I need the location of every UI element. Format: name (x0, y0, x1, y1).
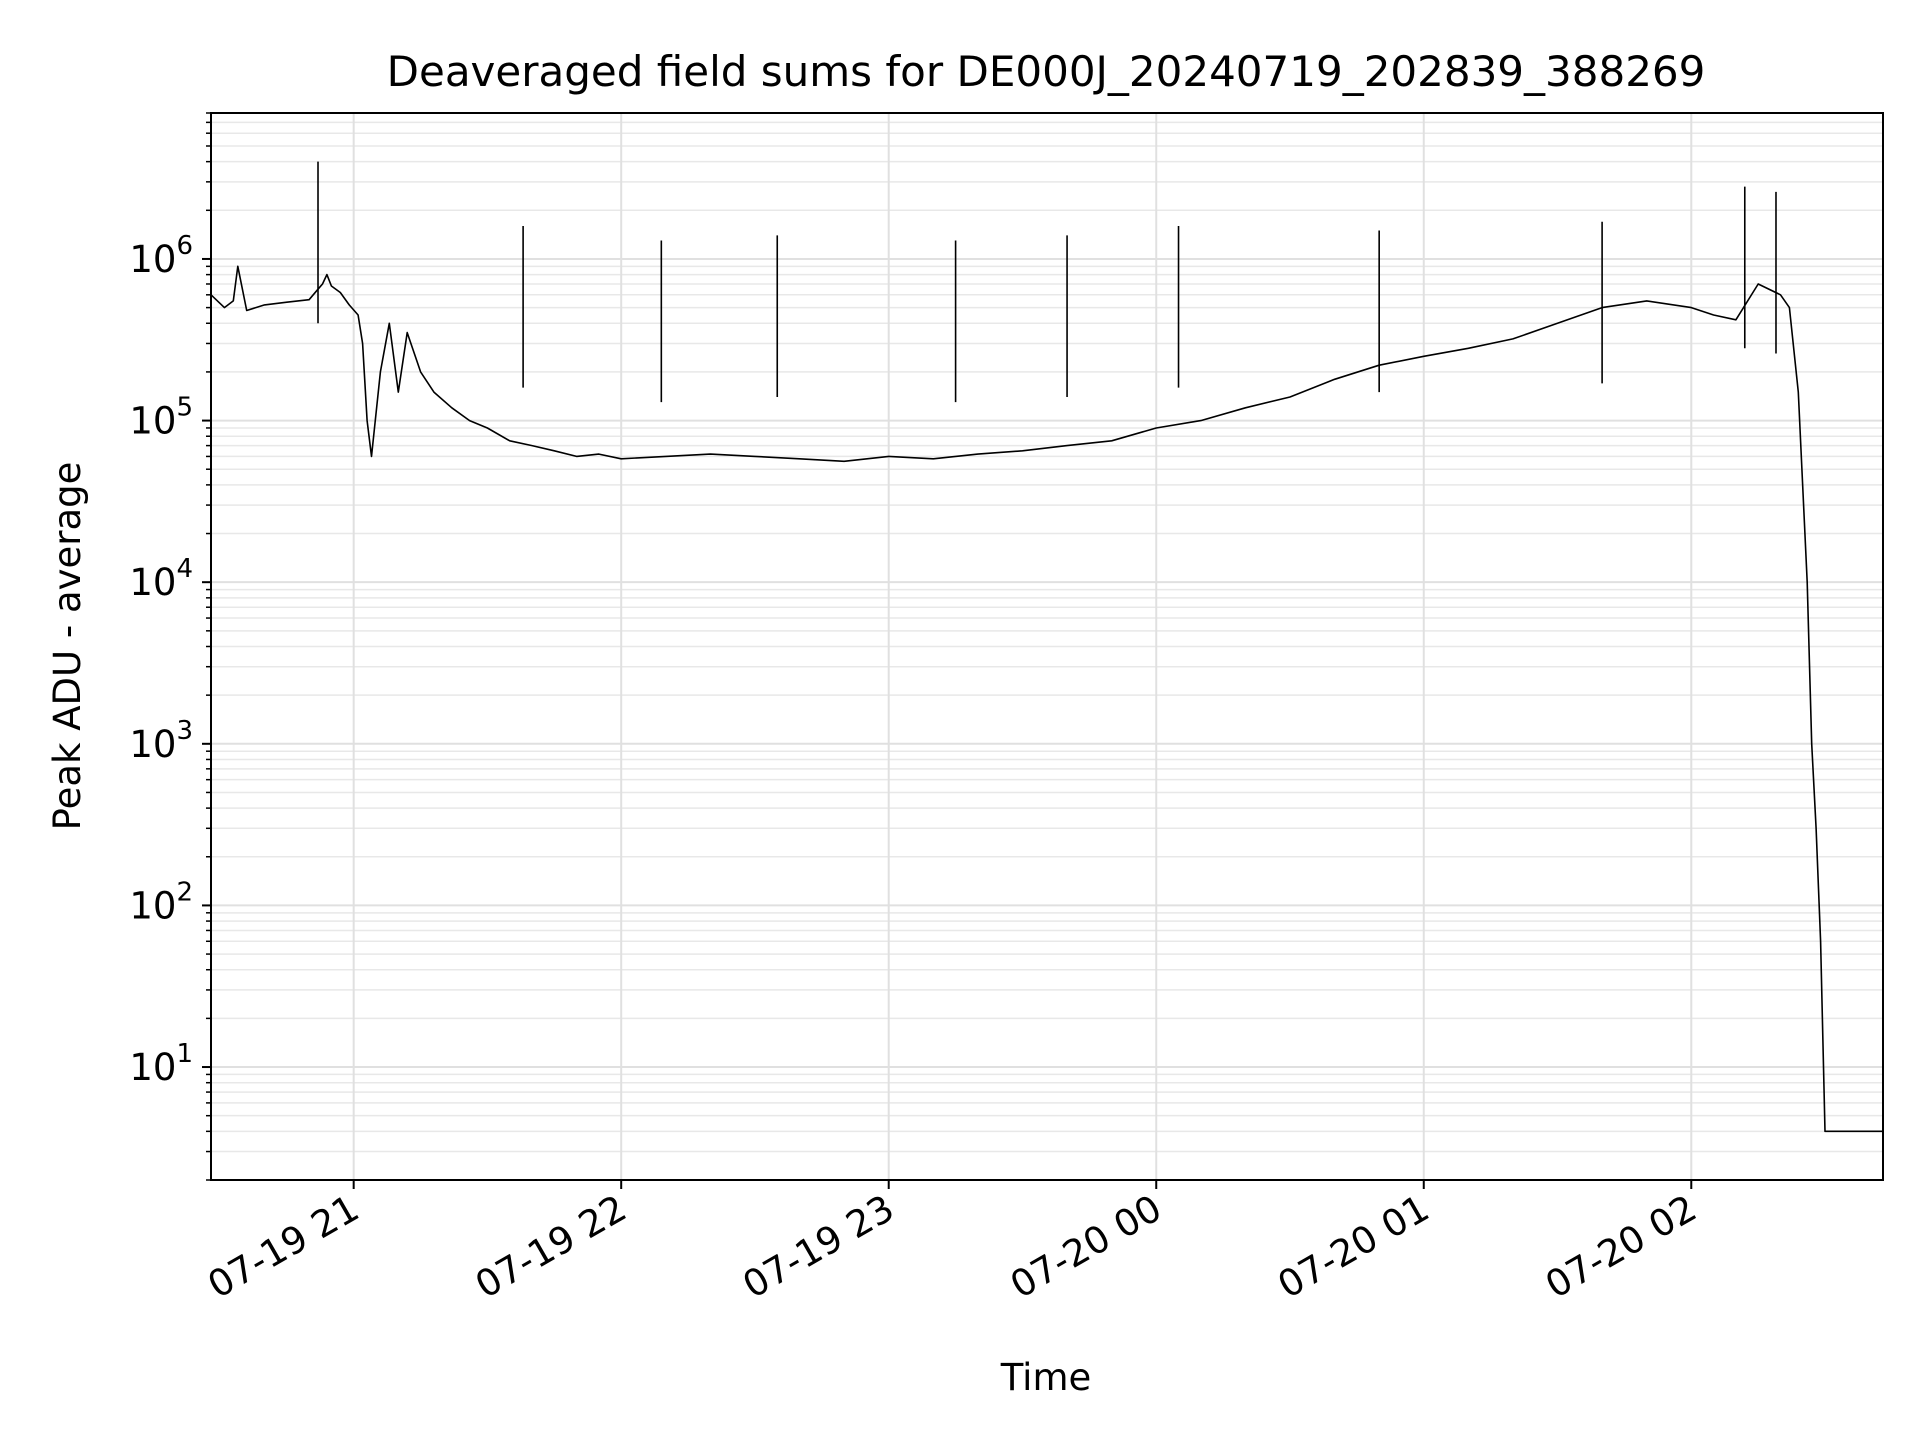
y-tick-label: 102 (129, 877, 193, 927)
y-tick-label: 103 (129, 716, 193, 766)
y-tick-label: 101 (129, 1039, 193, 1089)
y-axis-label: Peak ADU - average (46, 462, 89, 831)
series-group (211, 161, 1883, 1133)
chart-title: Deaveraged field sums for DE000J_2024071… (387, 47, 1706, 96)
y-tick-label: 106 (129, 231, 193, 281)
series-line (211, 265, 1883, 1133)
y-tick-label: 104 (129, 554, 193, 604)
plot-area (211, 161, 1883, 1133)
x-axis-label: Time (1000, 1356, 1092, 1399)
y-tick-label: 105 (129, 393, 193, 443)
